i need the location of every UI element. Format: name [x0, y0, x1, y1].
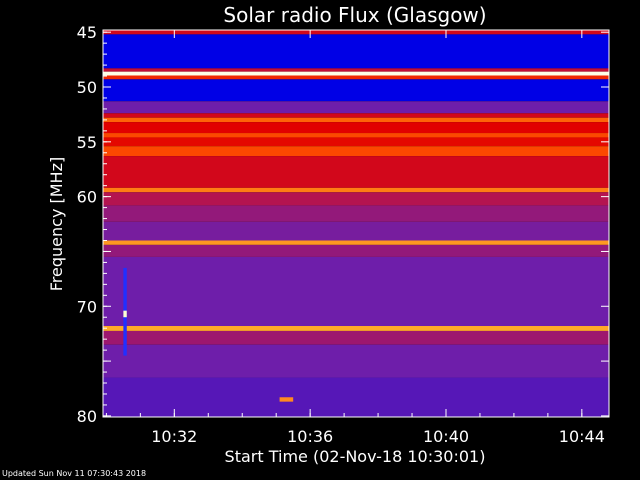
freq-band-23: [103, 344, 609, 378]
y-axis-label: Frequency [MHz]: [47, 157, 66, 291]
x-tick-label: 10:40: [423, 427, 469, 446]
freq-band-17: [103, 221, 609, 241]
x-axis-label: Start Time (02-Nov-18 10:30:01): [225, 447, 486, 466]
freq-band-21: [103, 326, 609, 331]
freq-band-4: [103, 75, 609, 80]
freq-band-15: [103, 192, 609, 206]
x-tick-label: 10:44: [559, 427, 605, 446]
x-tick-label: 10:32: [151, 427, 197, 446]
y-tick-label: 60: [77, 188, 97, 207]
freq-band-2: [103, 68, 609, 72]
x-tick-label: 10:36: [287, 427, 333, 446]
freq-band-3: [103, 71, 609, 76]
freq-band-7: [103, 113, 609, 118]
y-tick-label: 45: [77, 23, 97, 42]
freq-band-12: [103, 146, 609, 157]
freq-band-10: [103, 133, 609, 138]
freq-band-22: [103, 330, 609, 345]
updated-timestamp: Updated Sun Nov 11 07:30:43 2018: [2, 469, 147, 478]
freq-band-9: [103, 122, 609, 134]
freq-band-0: [103, 30, 609, 35]
freq-band-18: [103, 240, 609, 245]
y-tick-label: 50: [77, 78, 97, 97]
freq-band-19: [103, 244, 609, 257]
freq-band-16: [103, 205, 609, 222]
freq-band-20: [103, 256, 609, 327]
freq-band-8: [103, 117, 609, 123]
freq-band-1: [103, 34, 609, 69]
chart-title: Solar radio Flux (Glasgow): [223, 3, 486, 27]
plot-frame: [102, 29, 610, 418]
plot-area: [103, 30, 609, 417]
y-tick-label: 55: [77, 133, 97, 152]
freq-band-13: [103, 156, 609, 188]
freq-band-6: [103, 101, 609, 114]
freq-band-24: [103, 377, 609, 417]
y-tick-label: 70: [77, 297, 97, 316]
y-tick-label: 80: [77, 407, 97, 426]
freq-band-14: [103, 187, 609, 193]
burst-feature-white-spot: [123, 310, 127, 318]
freq-band-5: [103, 79, 609, 102]
freq-band-11: [103, 137, 609, 147]
burst-feature-orange-spot: [279, 397, 294, 402]
axes: 10:32 10:36 10:40 10:44 45 50 55 60 70 80: [77, 23, 610, 446]
